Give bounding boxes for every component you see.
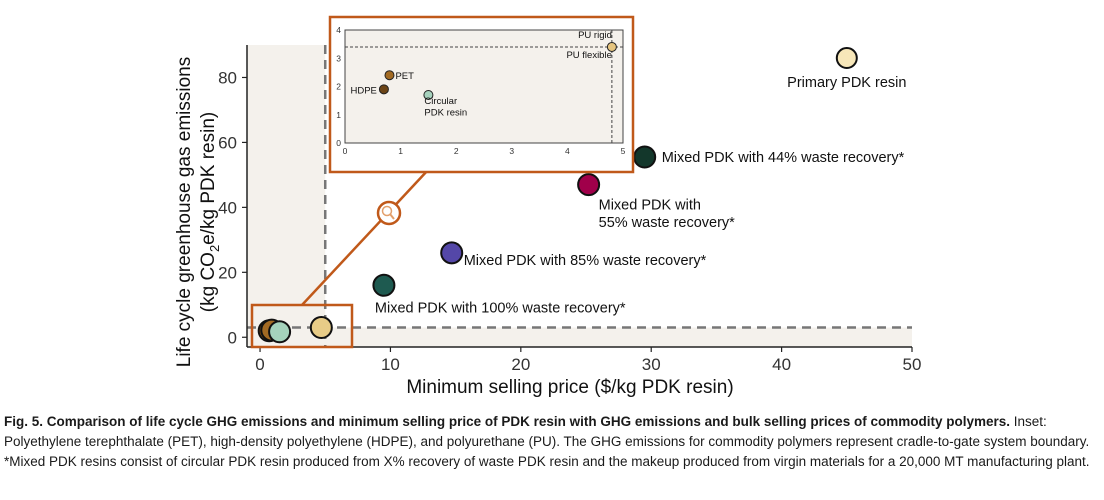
inset-x-tick-label: 3 (509, 146, 514, 156)
y-tick-label: 20 (218, 263, 237, 282)
inset-x-tick-label: 0 (343, 146, 348, 156)
inset-data-point-label: HDPE (351, 85, 377, 96)
x-tick-label: 40 (772, 355, 791, 374)
inset-x-tick-label: 5 (621, 146, 626, 156)
y-axis-label-line1: Life cycle greenhouse gas emissions (174, 57, 195, 368)
inset-x-tick-label: 4 (565, 146, 570, 156)
data-point-label: Mixed PDK with 55% waste recovery* (599, 198, 736, 231)
shaded-region-low-price (247, 45, 326, 347)
magnifier-lens (381, 205, 393, 217)
data-point (577, 173, 601, 197)
inset-data-point-label: PET (395, 71, 414, 82)
inset-x-tick-label: 1 (398, 146, 403, 156)
inset-data-point-label: Circular PDK resin (424, 96, 467, 118)
x-axis-label: Minimum selling price ($/kg PDK resin) (406, 377, 733, 398)
data-point (309, 316, 333, 340)
shaded-region-low-emission (247, 327, 912, 347)
figure-caption: Fig. 5. Comparison of life cycle GHG emi… (4, 412, 1100, 472)
inset-data-point (423, 89, 434, 100)
data-point-label: Primary PDK resin (787, 75, 906, 91)
y-tick-label: 60 (218, 133, 237, 152)
x-tick-label: 50 (903, 355, 922, 374)
inset-data-point-label: PU rigid (578, 30, 612, 41)
data-point (835, 46, 858, 69)
data-point (372, 273, 396, 297)
inset-data-point-label: PU flexible (566, 50, 611, 61)
data-point-label: Mixed PDK with 100% waste recovery* (375, 300, 626, 316)
y-tick-label: 40 (218, 198, 237, 217)
data-point-label: Mixed PDK with 85% waste recovery* (464, 253, 707, 269)
inset-y-tick-label: 2 (336, 82, 341, 92)
inset-data-point (378, 84, 389, 95)
inset-y-tick-label: 3 (336, 53, 341, 63)
inset-y-tick-label: 0 (336, 138, 341, 148)
magnifier-icon (376, 200, 402, 226)
x-tick-label: 30 (642, 355, 661, 374)
y-tick-label: 80 (218, 68, 237, 87)
inset-data-point (384, 70, 395, 81)
inset-data-point (606, 41, 617, 52)
caption-title: Fig. 5. Comparison of life cycle GHG emi… (4, 414, 1010, 429)
data-point (633, 145, 657, 169)
x-tick-label: 20 (511, 355, 530, 374)
inset-x-tick-label: 2 (454, 146, 459, 156)
data-point (440, 241, 464, 265)
x-tick-label: 0 (255, 355, 264, 374)
zoom-arrow (301, 169, 429, 306)
y-axis-label-line2: (kg CO2e/kg PDK resin) (198, 112, 222, 312)
magnifier-handle (389, 213, 395, 220)
data-point-label: Mixed PDK with 44% waste recovery* (662, 150, 905, 166)
y-tick-label: 0 (228, 328, 237, 347)
inset-y-tick-label: 4 (336, 25, 341, 35)
inset-y-tick-label: 1 (336, 110, 341, 120)
data-point (268, 320, 292, 344)
caption-body: Inset: Polyethylene terephthalate (PET),… (4, 414, 1090, 469)
x-tick-label: 10 (381, 355, 400, 374)
inset-plot-area (344, 29, 624, 144)
